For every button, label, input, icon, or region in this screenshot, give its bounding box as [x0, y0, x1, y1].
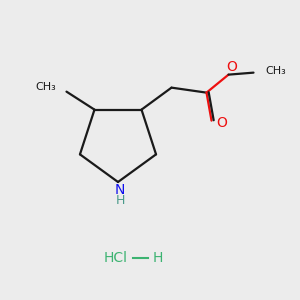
Text: N: N — [115, 183, 125, 197]
Text: CH₃: CH₃ — [36, 82, 56, 92]
Text: HCl: HCl — [104, 251, 128, 265]
Text: H: H — [115, 194, 125, 208]
Text: CH₃: CH₃ — [266, 66, 286, 76]
Text: O: O — [216, 116, 227, 130]
Text: O: O — [226, 60, 237, 74]
Text: H: H — [153, 251, 163, 265]
